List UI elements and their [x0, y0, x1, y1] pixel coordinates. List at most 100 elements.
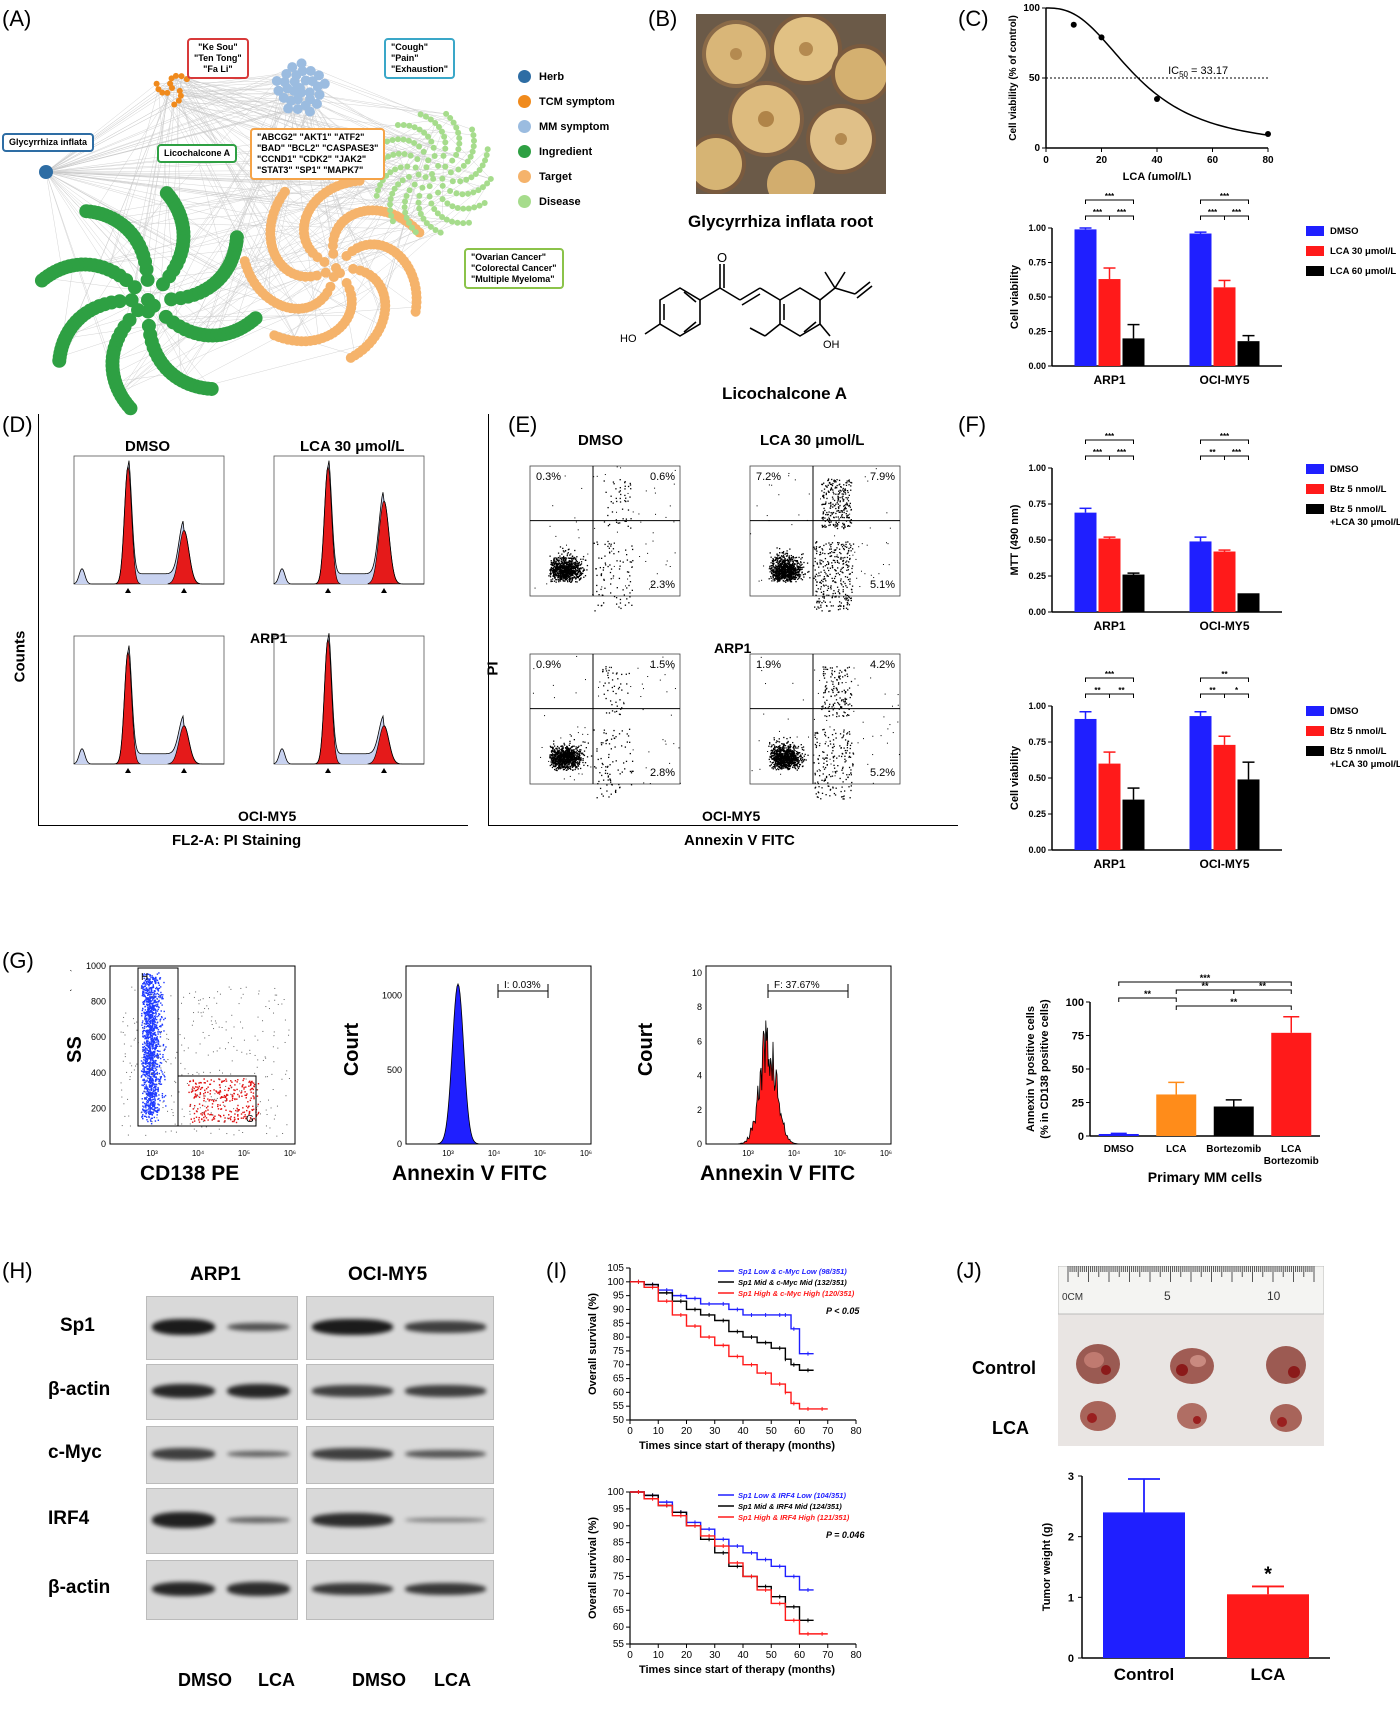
scatter-dot [790, 572, 792, 574]
scatter-dot [774, 572, 776, 574]
disease-node [469, 148, 476, 155]
scatter-dot [842, 589, 844, 591]
scatter-dot [640, 521, 642, 523]
scatter-dot [788, 556, 790, 559]
scatter-dot [828, 502, 830, 505]
scatter-dot [631, 566, 633, 568]
scatter-dot [621, 508, 624, 510]
scatter-dot [771, 571, 773, 574]
scatter-dot [559, 570, 561, 572]
scatter-dot [777, 567, 779, 569]
scatter-dot [786, 571, 789, 574]
scatter-dot [772, 568, 774, 571]
scatter-dot [778, 738, 780, 740]
network-edge [45, 90, 279, 173]
scatter-dot [843, 516, 845, 519]
e-frame-left [488, 414, 489, 826]
bracket-line [1200, 199, 1249, 204]
disease-node [397, 164, 404, 171]
scatter-dot [628, 584, 630, 587]
scatter-dot [838, 574, 841, 576]
scatter-dot [600, 574, 602, 576]
histogram-frame [273, 455, 425, 585]
scatter-dot [608, 756, 610, 759]
scatter-dot [832, 512, 834, 514]
scatter-dot [565, 763, 567, 765]
scatter-dot [788, 565, 791, 567]
disease-node [482, 157, 489, 164]
scatter-dot [833, 479, 835, 481]
y-axis-label: Cell viability [1009, 264, 1021, 329]
scatter-dot [780, 571, 783, 574]
scatter-dot [569, 572, 571, 574]
scatter-dot [815, 552, 818, 555]
scatter-dot [822, 495, 824, 498]
scatter-dot [573, 556, 575, 559]
scatter-dot [570, 765, 573, 767]
scatter-dot [782, 575, 785, 577]
scatter-dot [837, 572, 839, 574]
scatter-dot [769, 571, 771, 573]
scatter-dot [778, 494, 780, 496]
scatter-dot [838, 511, 840, 513]
scatter-dot [781, 565, 783, 568]
scatter-dot [793, 573, 795, 575]
scatter-dot [568, 767, 571, 770]
network-edge [45, 171, 312, 208]
scatter-dot [833, 480, 835, 482]
scatter-dot [610, 495, 612, 497]
d-row-arp1: ARP1 [250, 630, 288, 646]
scatter-dot [788, 569, 790, 571]
scatter-dot [836, 541, 839, 544]
scatter-dot [878, 573, 880, 575]
scatter-dot [838, 601, 841, 603]
scatter-dot [785, 574, 787, 576]
scatter-dot [616, 531, 618, 533]
scatter-dot [571, 763, 573, 765]
scatter-dot [832, 559, 835, 562]
scatter-dot [557, 563, 559, 566]
scatter-dot [840, 578, 842, 580]
scatter-dot [569, 766, 572, 768]
scatter-dot [797, 568, 799, 570]
scatter-dot [839, 511, 841, 513]
scatter-dot [837, 509, 839, 512]
scatter-dot [611, 703, 613, 706]
scatter-dot [561, 754, 564, 756]
scatter-dot [793, 753, 795, 755]
network-edge [45, 171, 115, 378]
scatter-dot [849, 525, 851, 527]
e-scatter-ocimy5-lca: 1.9% 4.2%5.2% [749, 653, 901, 800]
scatter-dot [571, 574, 574, 576]
disease-node [450, 119, 457, 126]
legend-item: Ingredient [518, 139, 615, 164]
scatter-dot [832, 565, 834, 567]
scatter-dot [560, 565, 562, 567]
scatter-dot [832, 511, 835, 514]
scatter-dot [771, 580, 773, 582]
scatter-dot [555, 557, 558, 559]
scatter-dot [563, 551, 565, 553]
scatter-dot [619, 490, 621, 492]
scatter-dot [790, 581, 793, 583]
disease-node [442, 139, 449, 146]
scatter-dot [782, 554, 785, 556]
scatter-dot [791, 572, 793, 575]
scatter-dot [611, 783, 613, 786]
scatter-dot [834, 480, 836, 482]
scatter-dot [556, 757, 558, 759]
scatter-dot [557, 576, 559, 579]
scatter-dot [571, 754, 573, 756]
scatter-dot [569, 734, 571, 736]
scatter-dot [782, 579, 784, 582]
scatter-dot [568, 559, 570, 562]
scatter-dot [571, 571, 573, 573]
scatter-dot [597, 758, 599, 761]
scatter-dot [555, 579, 557, 581]
scatter-dot [826, 497, 828, 500]
scatter-dot [798, 572, 800, 574]
scatter-dot [823, 494, 825, 497]
histogram-frame [73, 635, 225, 765]
scatter-dot [791, 565, 793, 567]
quadrant-ur: 1.5% [650, 659, 675, 671]
